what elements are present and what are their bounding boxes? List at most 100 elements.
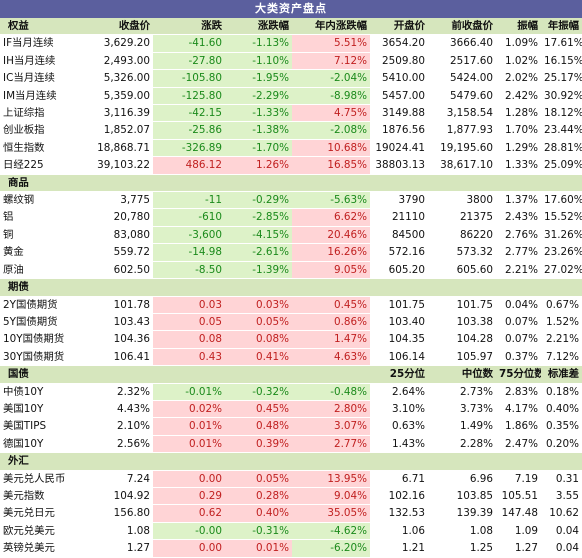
data-cell: 19,195.60 [428,139,496,158]
data-cell: -2.85% [225,208,292,227]
data-cell: 3666.40 [428,34,496,53]
data-cell: 31.26% [541,226,582,245]
data-cell: 3790 [370,191,428,210]
section-title: 国债 [0,365,78,384]
asset-name: IC当月连续 [0,69,78,88]
asset-name: IM当月连续 [0,87,78,106]
asset-name: 日经225 [0,156,78,175]
column-header [78,174,153,193]
data-cell: 0.07% [496,330,541,349]
data-cell: -25.86 [153,121,225,140]
data-cell: -1.38% [225,121,292,140]
data-cell: 1.25 [428,539,496,558]
section-title: 权益 [0,18,78,36]
column-header: 开盘价 [370,18,428,36]
asset-name: 2Y国债期货 [0,296,78,314]
data-cell: 38,617.10 [428,156,496,175]
data-cell: 105.97 [428,348,496,367]
data-cell: 106.14 [370,348,428,367]
data-cell: 6.96 [428,470,496,488]
data-cell: 3.07% [292,417,370,436]
data-cell: 6.62% [292,208,370,227]
column-header [428,452,496,471]
asset-name: 美元指数 [0,487,78,506]
data-cell: 101.75 [370,296,428,314]
table-row: 美元兑日元 156.80 0.62 0.40% 35.05% 132.53 139.39 14… [0,504,582,523]
data-cell: 1.09 [496,522,541,541]
data-cell: -1.70% [225,139,292,158]
table-row: 英镑兑美元 1.27 0.00 0.01% -6.20% 1.21 1.25 1.27 0.04 [0,539,582,558]
data-cell: -0.32% [225,383,292,401]
asset-name: 恒生指数 [0,139,78,158]
column-header [541,174,582,193]
data-cell: 30.92% [541,87,582,106]
data-cell: 0.04 [541,539,582,558]
data-cell: 1.52% [541,313,582,332]
data-cell: 2.43% [496,208,541,227]
data-cell: -0.29% [225,191,292,210]
section-header-row: 期债 [0,278,582,297]
data-cell: 156.80 [78,504,153,523]
data-cell: 16.26% [292,243,370,262]
data-cell: 0.41% [225,348,292,367]
data-cell: -41.60 [153,34,225,53]
table-row: 螺纹钢 3,775 -11 -0.29% -5.63% 3790 3800 1.37% 17.6… [0,191,582,210]
data-cell: 572.16 [370,243,428,262]
data-cell: 1.27 [78,539,153,558]
column-header: 75分位数 [496,365,541,384]
data-cell: 2.64% [370,383,428,401]
data-cell: 104.92 [78,487,153,506]
data-cell: 1.09% [496,34,541,53]
data-cell: 1.02% [496,52,541,71]
table-row: 2Y国债期货 101.78 0.03 0.03% 0.45% 101.75 101.75 0.… [0,296,582,314]
data-cell: 2509.80 [370,52,428,71]
asset-name: 30Y国债期货 [0,348,78,367]
table-row: 10Y国债期货 104.36 0.08 0.08% 1.47% 104.35 104.28 0… [0,330,582,349]
data-cell: 5.51% [292,34,370,53]
data-cell: 21110 [370,208,428,227]
table-row: 30Y国债期货 106.41 0.43 0.41% 4.63% 106.14 105.97 0… [0,348,582,367]
data-cell: 0.37% [496,348,541,367]
data-cell: 1.27 [496,539,541,558]
data-cell: -1.33% [225,104,292,123]
data-cell: 19024.41 [370,139,428,158]
data-cell: 0.28% [225,487,292,506]
data-cell: 2.10% [78,417,153,436]
data-cell: 1.28% [496,104,541,123]
section-header-row: 权益 收盘价 涨跌 涨跌幅 年内涨跌幅 开盘价 前收盘价 振幅 年振幅 [0,18,582,36]
data-cell: 0.67% [541,296,582,314]
data-cell: 101.78 [78,296,153,314]
asset-name: 铝 [0,208,78,227]
data-cell: 20.46% [292,226,370,245]
data-cell: 102.16 [370,487,428,506]
data-cell: 7.12% [292,52,370,71]
column-header: 标准差 [541,365,582,384]
table-row: 美国10Y 4.43% 0.02% 0.45% 2.80% 3.10% 3.73% 4.17%… [0,400,582,419]
column-header: 涨跌幅 [225,18,292,36]
data-cell: 7.12% [541,348,582,367]
data-cell: -3,600 [153,226,225,245]
market-data-grid: 权益 收盘价 涨跌 涨跌幅 年内涨跌幅 开盘价 前收盘价 振幅 年振幅 IF当月连续 3,629.2… [0,18,582,558]
asset-name: 英镑兑美元 [0,539,78,558]
data-cell: 0.01% [153,435,225,454]
column-header [428,174,496,193]
data-cell: -0.01% [153,383,225,401]
data-cell: 5,359.00 [78,87,153,106]
data-cell: 0.00 [153,539,225,558]
data-cell: 18.12% [541,104,582,123]
data-cell: -2.08% [292,121,370,140]
data-cell: 105.51 [496,487,541,506]
data-cell: -0.00 [153,522,225,541]
data-cell: 0.03% [225,296,292,314]
data-cell: -1.10% [225,52,292,71]
asset-name: IF当月连续 [0,34,78,53]
data-cell: -42.15 [153,104,225,123]
column-header [292,278,370,297]
data-cell: 38803.13 [370,156,428,175]
data-cell: -5.63% [292,191,370,210]
data-cell: 5,326.00 [78,69,153,88]
table-row: 铝 20,780 -610 -2.85% 6.62% 21110 21375 2.43% 15.… [0,208,582,227]
data-cell: 5479.60 [428,87,496,106]
data-cell: -27.80 [153,52,225,71]
data-cell: 1,852.07 [78,121,153,140]
